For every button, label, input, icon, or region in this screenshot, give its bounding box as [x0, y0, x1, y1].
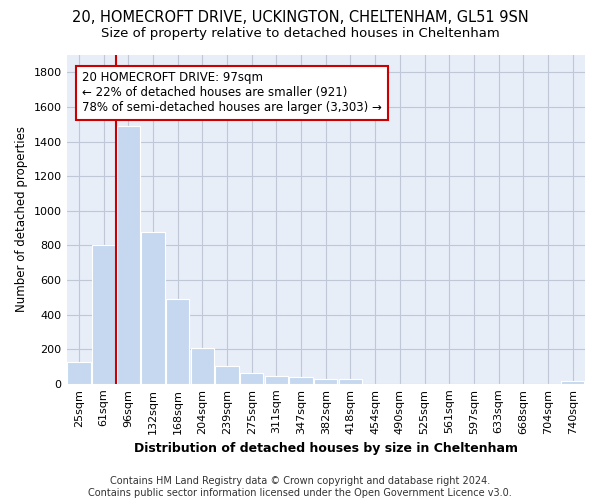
Bar	[289, 377, 313, 384]
Bar	[67, 362, 91, 384]
Y-axis label: Number of detached properties: Number of detached properties	[15, 126, 28, 312]
Text: Contains HM Land Registry data © Crown copyright and database right 2024.
Contai: Contains HM Land Registry data © Crown c…	[88, 476, 512, 498]
Text: Size of property relative to detached houses in Cheltenham: Size of property relative to detached ho…	[101, 28, 499, 40]
Bar	[265, 376, 288, 384]
Text: 20, HOMECROFT DRIVE, UCKINGTON, CHELTENHAM, GL51 9SN: 20, HOMECROFT DRIVE, UCKINGTON, CHELTENH…	[71, 10, 529, 25]
Bar	[215, 366, 239, 384]
X-axis label: Distribution of detached houses by size in Cheltenham: Distribution of detached houses by size …	[134, 442, 518, 455]
Bar	[141, 232, 164, 384]
Bar	[166, 299, 190, 384]
Bar	[561, 381, 584, 384]
Bar	[314, 378, 337, 384]
Bar	[240, 372, 263, 384]
Text: 20 HOMECROFT DRIVE: 97sqm
← 22% of detached houses are smaller (921)
78% of semi: 20 HOMECROFT DRIVE: 97sqm ← 22% of detac…	[82, 72, 382, 114]
Bar	[116, 126, 140, 384]
Bar	[339, 380, 362, 384]
Bar	[191, 348, 214, 384]
Bar	[92, 246, 115, 384]
